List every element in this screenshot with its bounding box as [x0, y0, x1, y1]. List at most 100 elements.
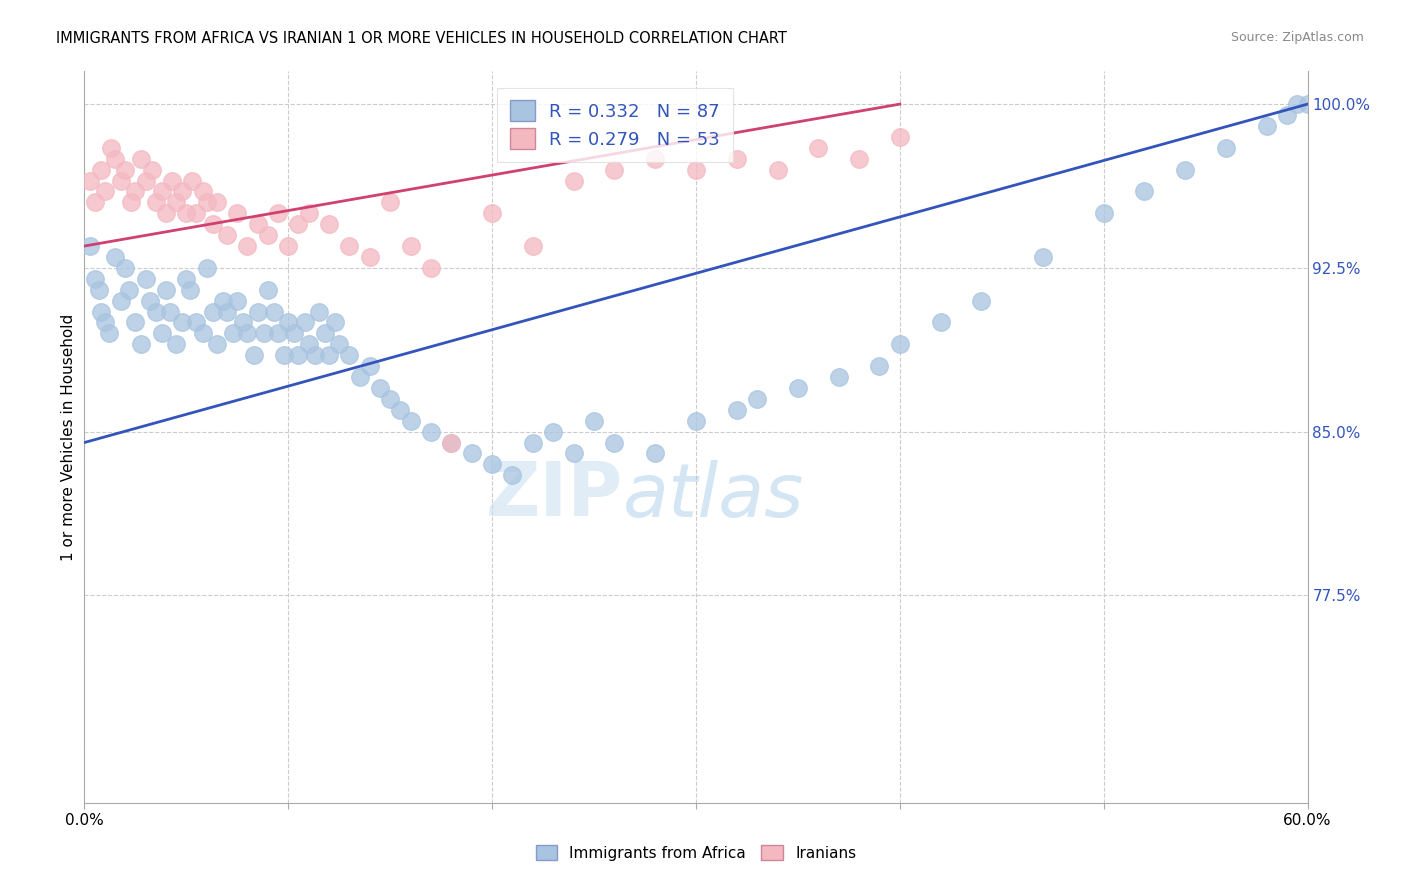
Point [380, 195, 402, 210]
Point [205, 195, 228, 210]
Point [481, 206, 503, 220]
Point [807, 141, 830, 155]
Point [110, 173, 132, 187]
Point [267, 206, 290, 220]
Point [583, 414, 606, 428]
Point [318, 348, 340, 362]
Text: IMMIGRANTS FROM AFRICA VS IRANIAN 1 OR MORE VEHICLES IN HOUSEHOLD CORRELATION CH: IMMIGRANTS FROM AFRICA VS IRANIAN 1 OR M… [56, 31, 787, 46]
Point [1133, 185, 1156, 199]
Point [236, 239, 259, 253]
Point [644, 152, 666, 166]
Point [186, 315, 208, 329]
Point [90, 162, 112, 177]
Point [1174, 162, 1197, 177]
Point [440, 435, 463, 450]
Point [242, 348, 264, 362]
Point [179, 283, 201, 297]
Point [380, 392, 402, 406]
Point [150, 326, 173, 341]
Point [339, 348, 361, 362]
Point [104, 250, 127, 264]
Point [195, 195, 218, 210]
Point [145, 195, 167, 210]
Point [277, 239, 299, 253]
Point [1286, 97, 1309, 112]
Point [1277, 108, 1299, 122]
Point [522, 435, 544, 450]
Point [222, 326, 245, 341]
Point [118, 283, 141, 297]
Point [685, 414, 707, 428]
Point [217, 304, 239, 318]
Point [929, 315, 952, 329]
Point [195, 260, 218, 275]
Point [399, 239, 422, 253]
Point [165, 337, 187, 351]
Point [226, 206, 249, 220]
Point [257, 228, 280, 243]
Point [138, 293, 160, 308]
Point [287, 217, 309, 231]
Point [543, 425, 565, 439]
Point [481, 458, 503, 472]
Point [294, 315, 316, 329]
Point [93, 185, 117, 199]
Point [83, 272, 105, 286]
Point [368, 381, 391, 395]
Point [889, 129, 911, 144]
Point [848, 152, 870, 166]
Point [124, 185, 146, 199]
Point [155, 283, 177, 297]
Y-axis label: 1 or more Vehicles in Household: 1 or more Vehicles in Household [60, 313, 76, 561]
Point [440, 435, 463, 450]
Point [100, 141, 122, 155]
Point [120, 195, 142, 210]
Point [502, 468, 524, 483]
Point [283, 326, 305, 341]
Point [263, 304, 285, 318]
Point [124, 315, 146, 329]
Point [150, 185, 173, 199]
Text: ZIP: ZIP [485, 459, 623, 533]
Point [131, 152, 153, 166]
Point [323, 315, 346, 329]
Point [725, 152, 748, 166]
Point [314, 326, 336, 341]
Point [246, 217, 269, 231]
Point [287, 348, 309, 362]
Point [1296, 97, 1319, 112]
Point [87, 283, 110, 297]
Point [277, 315, 299, 329]
Point [1215, 141, 1237, 155]
Point [217, 228, 239, 243]
Point [79, 173, 101, 187]
Point [165, 195, 187, 210]
Point [174, 272, 197, 286]
Point [304, 348, 326, 362]
Point [562, 446, 585, 460]
Point [298, 337, 321, 351]
Point [141, 162, 163, 177]
Point [246, 304, 269, 318]
Point [160, 173, 183, 187]
Legend: Immigrants from Africa, Iranians: Immigrants from Africa, Iranians [529, 837, 863, 868]
Point [174, 206, 197, 220]
Point [257, 283, 280, 297]
Point [359, 250, 381, 264]
Point [114, 162, 136, 177]
Point [725, 402, 748, 417]
Point [522, 239, 544, 253]
Point [766, 162, 789, 177]
Point [201, 217, 224, 231]
Point [1032, 250, 1054, 264]
Point [114, 260, 136, 275]
Point [104, 152, 127, 166]
Point [298, 206, 321, 220]
Point [308, 304, 330, 318]
Point [93, 315, 117, 329]
Point [155, 206, 177, 220]
Point [828, 370, 851, 384]
Point [205, 337, 228, 351]
Point [328, 337, 350, 351]
Point [97, 326, 120, 341]
